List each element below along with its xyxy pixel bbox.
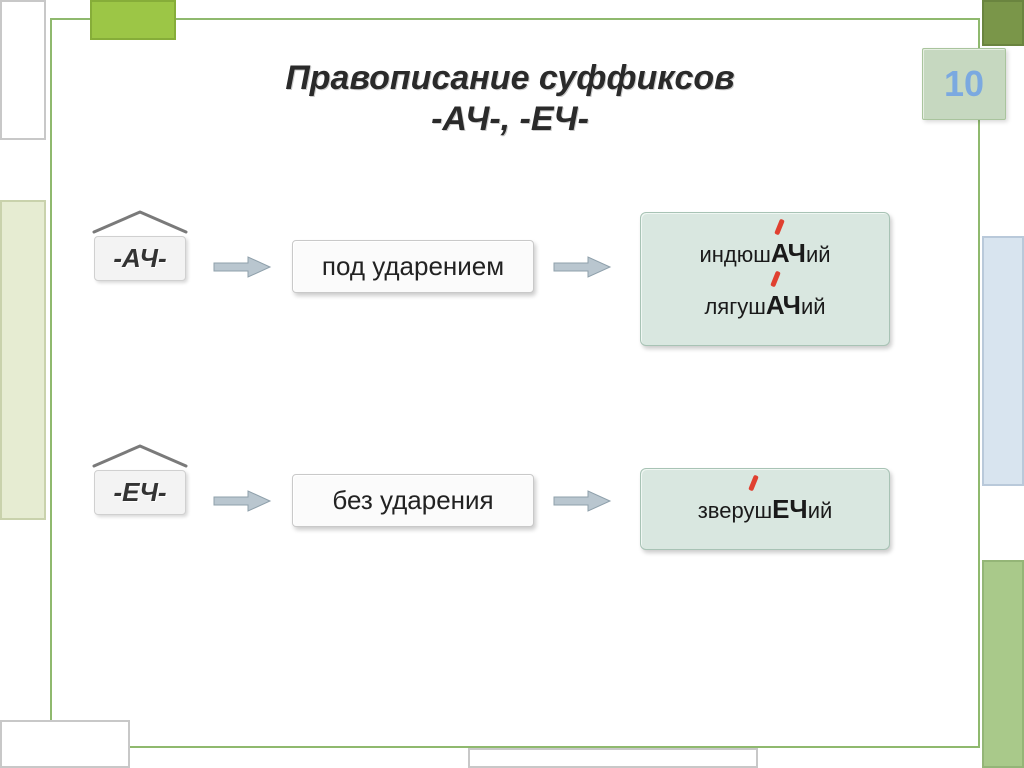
stress-mark-icon [747,475,761,493]
morpheme-roof-icon [90,208,190,234]
rule-box-unstressed: без ударения [292,474,534,527]
decorative-block [468,748,758,768]
decorative-block [982,560,1024,768]
rule-text: без ударения [332,485,493,515]
suffix-label: -АЧ- [94,236,185,281]
example-word: лягушАЧий [659,279,871,331]
example-box-ach: индюшАЧий лягушАЧий [640,212,890,346]
decorative-block [90,0,176,40]
example-word: индюшАЧий [659,227,871,279]
example-box-ech: зверушЕЧий [640,468,890,550]
suffix-chip-ech: -ЕЧ- [80,442,200,515]
decorative-block [0,200,46,520]
page-number-badge: 10 [922,48,1006,120]
suffix-label: -ЕЧ- [94,470,185,515]
arrow-icon [552,488,612,514]
decorative-block [982,0,1024,46]
title-line-2: -АЧ-, -ЕЧ- [431,100,589,138]
suffix-chip-ach: -АЧ- [80,208,200,281]
rule-text: под ударением [322,251,504,281]
title-line-1: Правописание суффиксов [285,59,734,97]
arrow-icon [552,254,612,280]
decorative-block [0,720,130,768]
page-number: 10 [944,63,984,105]
decorative-block [0,0,46,140]
slide-canvas: Правописание суффиксов -АЧ-, -ЕЧ- 10 -АЧ… [0,0,1024,768]
decorative-block [982,236,1024,486]
rule-box-stressed: под ударением [292,240,534,293]
example-word: зверушЕЧий [659,483,871,535]
slide-title: Правописание суффиксов -АЧ-, -ЕЧ- [70,58,950,140]
arrow-icon [212,488,272,514]
arrow-icon [212,254,272,280]
morpheme-roof-icon [90,442,190,468]
stress-mark-icon [773,219,787,237]
